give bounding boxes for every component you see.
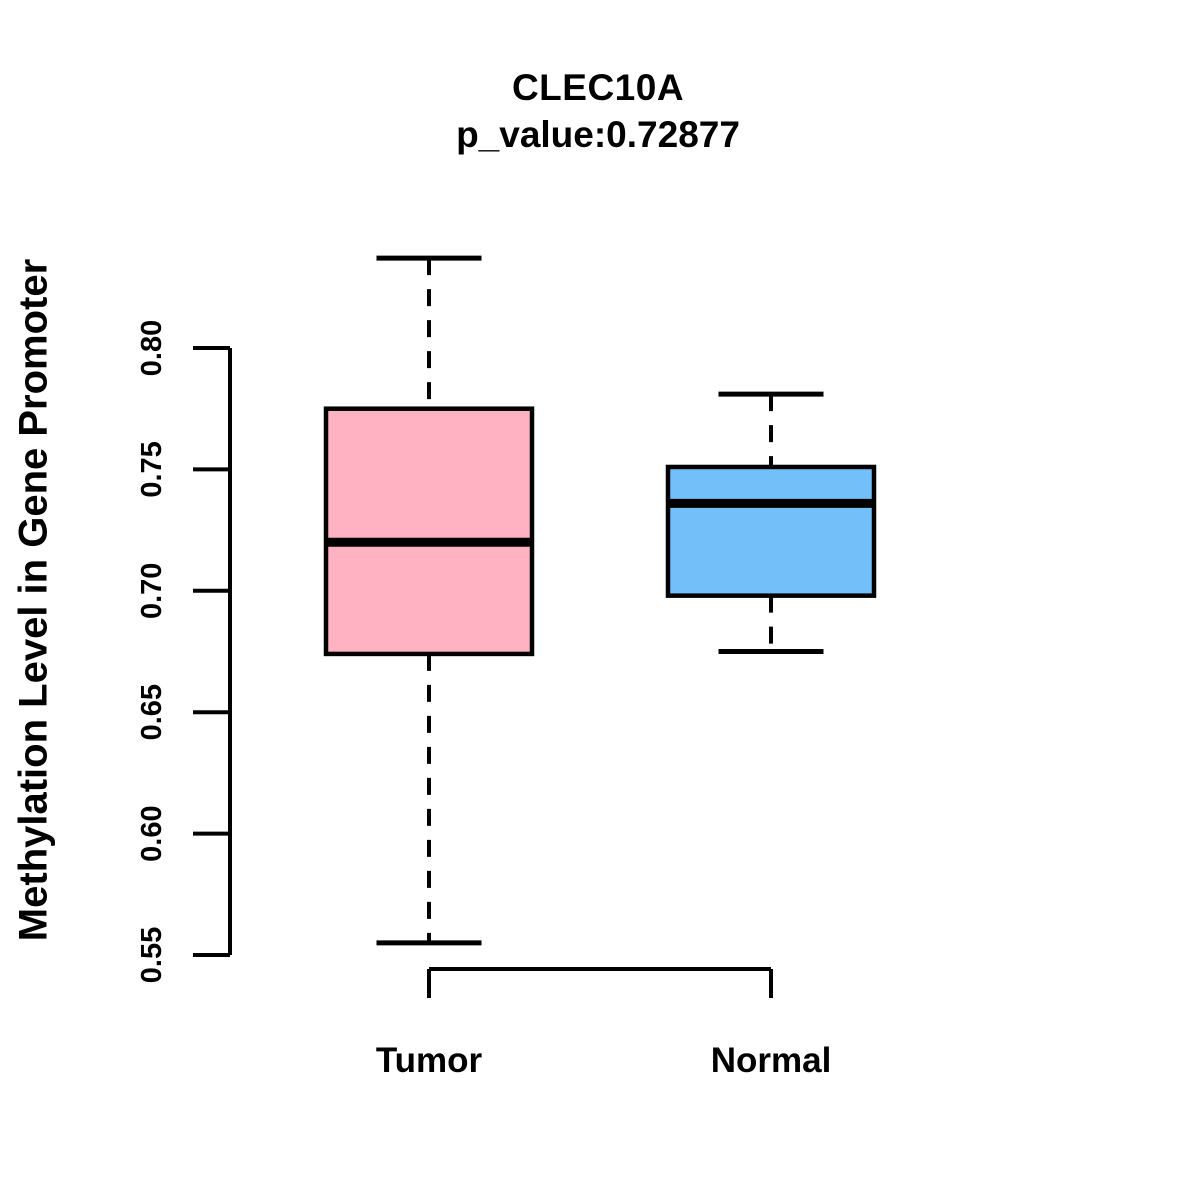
- y-tick-label: 0.70: [136, 563, 168, 619]
- chart-title: CLEC10A: [511, 67, 685, 108]
- title-block: CLEC10A p_value:0.72877: [0, 64, 1196, 158]
- y-tick-label: 0.60: [136, 805, 168, 861]
- chart-subtitle-pvalue: p_value:0.72877: [456, 114, 740, 155]
- iqr-box-tumor: [323, 406, 535, 657]
- y-tick-label: 0.55: [136, 927, 168, 983]
- y-tick-label: 0.65: [136, 684, 168, 740]
- y-tick-label: 0.75: [136, 441, 168, 497]
- x-category-label: Normal: [711, 1041, 832, 1080]
- iqr-box-normal: [665, 464, 877, 598]
- x-category-label: Tumor: [376, 1041, 483, 1080]
- y-tick-label: 0.80: [136, 320, 168, 376]
